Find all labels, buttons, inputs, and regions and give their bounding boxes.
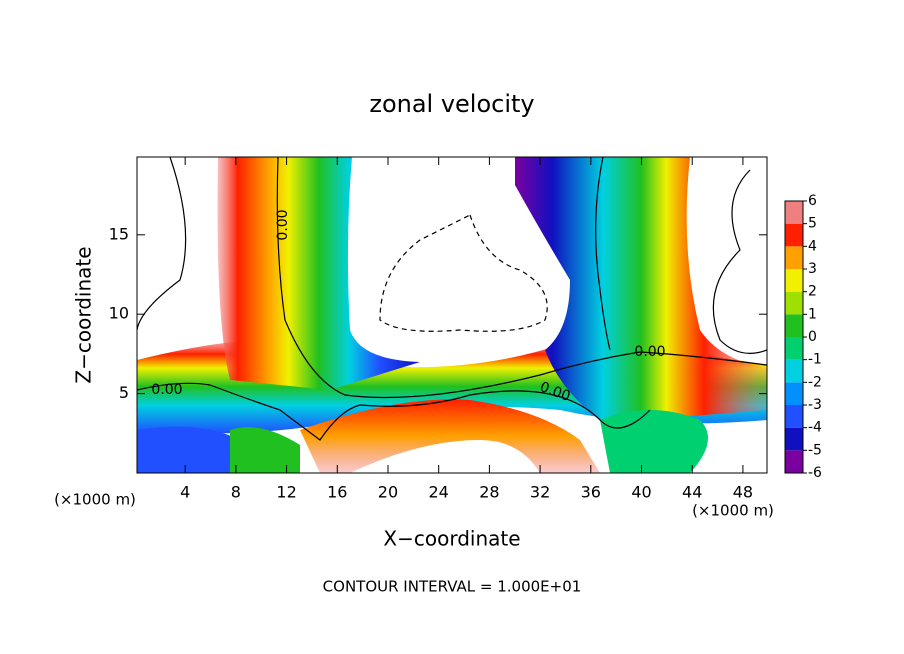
- band: [230, 427, 300, 473]
- contour-label: 0.00: [634, 344, 665, 360]
- plot-frame: [136, 156, 768, 474]
- colorbar-label: -1: [808, 352, 822, 368]
- band: [217, 157, 420, 390]
- colorbar-bin: [785, 359, 803, 383]
- contour-line: [137, 382, 651, 441]
- x-tick-label: 28: [479, 483, 499, 502]
- colorbar-label: 2: [808, 284, 817, 300]
- colorbar-label: 6: [808, 193, 817, 209]
- x-tick-label: 48: [733, 483, 753, 502]
- contour-line: [712, 169, 767, 354]
- x-tick-label: 4: [180, 483, 190, 502]
- y-tick-label: 15: [109, 224, 129, 243]
- footer: CONTOUR INTERVAL = 1.000E+01: [323, 578, 582, 596]
- colorbar-label: -5: [808, 442, 822, 458]
- colorbar-bin: [785, 450, 803, 473]
- x-tick-label: 36: [581, 483, 601, 502]
- colorbar-label: -3: [808, 397, 822, 413]
- colorbar-bin: [785, 223, 803, 247]
- colorbar-bin: [785, 405, 803, 428]
- x-tick-label: 40: [631, 483, 651, 502]
- contour-line: [595, 157, 611, 351]
- x-axis-label: X−coordinate: [383, 527, 520, 551]
- colorbar-label: -6: [808, 465, 822, 481]
- y-tick-label: 5: [119, 383, 129, 402]
- x-tick-label: 8: [231, 483, 241, 502]
- colorbar-bin: [785, 269, 803, 292]
- band: [300, 399, 600, 473]
- contour-label: 0.00: [151, 382, 182, 398]
- band: [137, 426, 240, 473]
- colorbar-label: 0: [808, 329, 817, 345]
- chart-title: zonal velocity: [369, 90, 534, 118]
- colorbar-bin: [785, 427, 803, 451]
- colorbar-label: 3: [808, 261, 817, 277]
- colorbar-label: -2: [808, 374, 822, 390]
- y-axis-label: Z−coordinate: [72, 246, 96, 383]
- colorbar-label: 5: [808, 216, 817, 232]
- colorbar-bin: [785, 291, 803, 315]
- colorbar-bin: [785, 201, 803, 224]
- band: [600, 410, 708, 473]
- colorbar-label: 1: [808, 306, 817, 322]
- contour-label: 0.00: [275, 209, 291, 240]
- colorbar-bin: [785, 337, 803, 360]
- colorbar-label: 4: [808, 238, 817, 254]
- colorbar-bin: [785, 382, 803, 405]
- x-tick-label: 20: [378, 483, 398, 502]
- contour-line: [379, 214, 548, 332]
- x-units: (×1000 m): [692, 502, 774, 520]
- x-tick-label: 44: [682, 483, 702, 502]
- contour-line: [137, 157, 187, 331]
- x-tick-label: 32: [530, 483, 550, 502]
- filled-contours: [137, 157, 767, 473]
- y-tick-label: 10: [109, 304, 129, 323]
- x-tick-label: 24: [429, 483, 449, 502]
- colorbar-bin: [785, 314, 803, 337]
- contour-line: [276, 157, 767, 399]
- colorbar-bin: [785, 246, 803, 269]
- colorbar-label: -4: [808, 420, 822, 436]
- x-tick-label: 12: [276, 483, 296, 502]
- x-tick-label: 16: [327, 483, 347, 502]
- y-units: (×1000 m): [54, 491, 136, 509]
- band: [515, 157, 767, 420]
